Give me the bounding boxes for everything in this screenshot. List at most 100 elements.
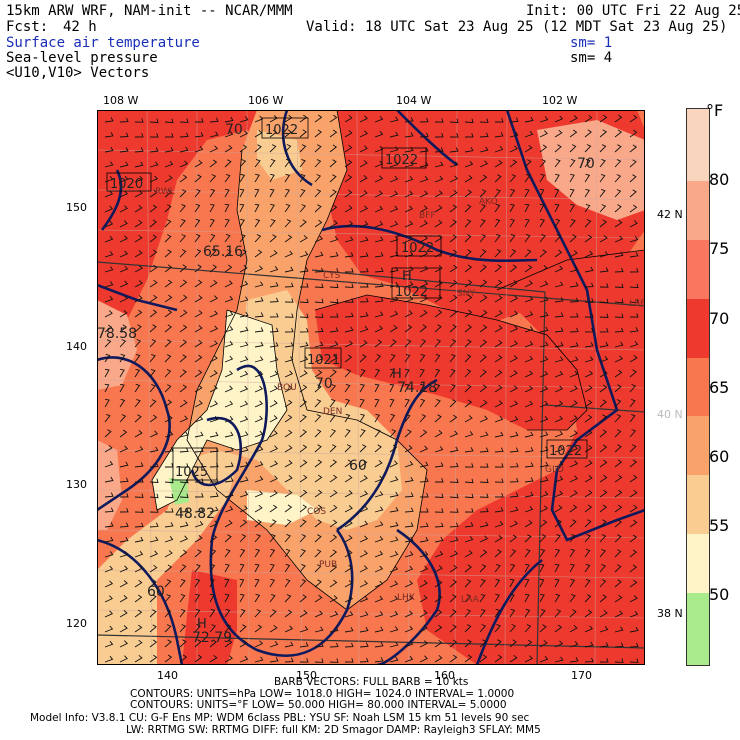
- wind-barb: [389, 383, 395, 393]
- wind-barb: [224, 370, 234, 378]
- wind-barb: [104, 175, 114, 183]
- wind-barb: [419, 551, 429, 558]
- wind-barb: [329, 159, 337, 168]
- wind-barb: [329, 413, 336, 423]
- wind-barb: [239, 265, 248, 273]
- wind-barb: [629, 610, 639, 618]
- wind-barb: [524, 116, 534, 123]
- wind-barb: [119, 429, 128, 438]
- wind-barb: [629, 114, 638, 123]
- wind-barb: [329, 626, 339, 633]
- wind-barb: [569, 445, 578, 453]
- wind-barb: [404, 595, 413, 603]
- wind-barb: [149, 639, 158, 648]
- wind-barb: [404, 220, 414, 228]
- wind-barb: [464, 399, 473, 408]
- wind-barb: [359, 297, 369, 303]
- wind-barb: [329, 459, 338, 468]
- wind-barb: [599, 534, 607, 543]
- wind-barb: [479, 294, 488, 303]
- wind-barb: [389, 429, 397, 438]
- wind-barb: [209, 492, 219, 498]
- wind-barb: [179, 639, 187, 648]
- wind-barb: [629, 626, 639, 633]
- wind-barb: [209, 385, 218, 393]
- wind-barb: [269, 563, 275, 573]
- wind-barb: [569, 578, 576, 588]
- wind-barb: [209, 325, 219, 333]
- wind-barb: [284, 219, 292, 228]
- legend-label: 80: [709, 170, 730, 189]
- wind-barb: [164, 536, 174, 543]
- wind-barb: [104, 117, 114, 123]
- wind-barb: [584, 327, 594, 333]
- wind-barb: [179, 463, 189, 468]
- wind-barb: [269, 578, 276, 588]
- wind-barb: [614, 283, 624, 288]
- wind-barb: [104, 655, 114, 663]
- wind-barb: [374, 354, 382, 363]
- station-labels: BFF AKO CYS SNY DEN BOU COS PUB LHX LAA …: [155, 187, 645, 605]
- wind-barb: [449, 264, 458, 273]
- wind-barb: [179, 160, 189, 168]
- wind-barb: [539, 593, 545, 603]
- wind-barb: [224, 218, 230, 228]
- map-frame: [97, 110, 645, 665]
- wind-barb: [119, 625, 128, 633]
- wind-barb: [194, 639, 202, 648]
- wind-barb: [194, 325, 203, 333]
- wind-barb: [374, 536, 384, 543]
- wind-barb: [314, 444, 322, 453]
- wind-barb: [194, 233, 201, 243]
- wind-barb: [539, 326, 549, 333]
- wind-barb: [299, 313, 309, 318]
- wind-barb: [104, 595, 113, 603]
- wind-barb: [374, 339, 383, 348]
- wind-barb: [134, 594, 143, 603]
- wind-barb: [329, 429, 337, 438]
- wind-barb: [344, 444, 352, 453]
- grid-y-label: 150: [66, 201, 87, 214]
- wind-barb: [419, 235, 428, 243]
- wind-barb: [149, 219, 157, 228]
- wind-barb: [554, 297, 564, 303]
- wind-barb: [254, 624, 263, 633]
- wind-barb: [344, 326, 354, 333]
- wind-barb: [104, 460, 114, 468]
- wind-barb: [419, 339, 427, 348]
- wind-barb: [149, 654, 158, 663]
- wind-barb: [419, 353, 426, 363]
- wind-barb: [374, 580, 384, 588]
- wind-barb: [224, 639, 233, 648]
- wind-barb: [539, 173, 546, 183]
- wind-barb: [599, 129, 607, 138]
- wind-barb: [419, 175, 429, 183]
- wind-barb: [359, 459, 368, 468]
- wind-barb: [449, 368, 456, 378]
- wind-barb: [629, 268, 639, 273]
- wind-barb: [149, 478, 159, 483]
- wind-barb: [374, 413, 381, 423]
- wind-barb: [194, 159, 203, 168]
- wind-barb: [195, 118, 204, 123]
- wind-barb: [554, 578, 560, 588]
- wind-barb: [359, 160, 368, 168]
- wind-barb: [119, 398, 126, 408]
- wind-barb: [239, 608, 246, 618]
- wind-barb: [179, 309, 188, 318]
- wind-barb: [239, 311, 249, 318]
- wind-barb: [434, 339, 442, 348]
- wind-barb: [284, 594, 292, 603]
- wind-barb: [479, 431, 489, 438]
- wind-barb: [164, 594, 172, 603]
- wind-barb: [494, 145, 504, 153]
- wind-barb: [314, 159, 322, 168]
- wind-barb: [224, 431, 234, 438]
- wind-barb: [149, 353, 156, 363]
- wind-barb: [299, 519, 307, 528]
- wind-barb: [449, 446, 459, 453]
- wind-barb: [509, 593, 515, 603]
- wind-barb: [374, 657, 384, 663]
- wind-barb: [164, 522, 174, 528]
- wind-barb: [209, 400, 219, 408]
